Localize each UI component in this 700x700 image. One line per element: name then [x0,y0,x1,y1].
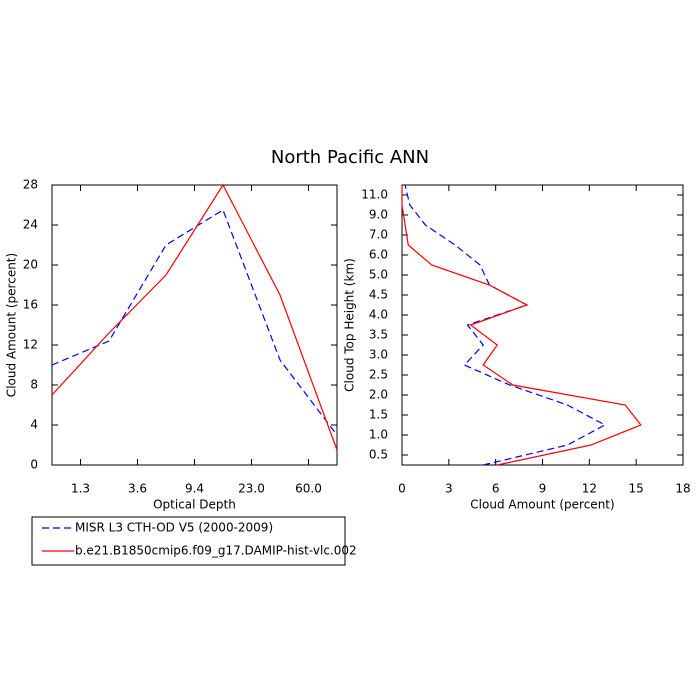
y-tick-label: 6.0 [369,248,388,262]
y-axis-label: Cloud Amount (percent) [5,253,19,397]
x-tick-label: 9.4 [185,482,204,496]
x-tick-label: 3.6 [128,482,147,496]
x-tick-label: 0 [398,482,406,496]
y-tick-label: 9.0 [369,208,388,222]
x-tick-label: 3 [445,482,453,496]
y-tick-label: 3.0 [369,348,388,362]
legend-label: MISR L3 CTH-OD V5 (2000-2009) [75,521,273,535]
plot-frame [401,184,684,466]
y-tick-label: 4.5 [369,288,388,302]
y-tick-label: 12 [23,338,38,352]
legend-box [31,516,346,566]
y-tick-label: 16 [23,298,38,312]
legend-label: b.e21.B1850cmip6.f09_g17.DAMIP-hist-vlc.… [75,544,357,558]
x-tick-label: 23.0 [238,482,265,496]
y-tick-label: 1.0 [369,428,388,442]
y-tick-label: 7.0 [369,228,388,242]
y-tick-label: 1.5 [369,408,388,422]
y-axis-label: Cloud Top Height (km) [343,258,357,392]
x-tick-label: 9 [539,482,547,496]
x-tick-label: 6 [492,482,500,496]
series-line [51,209,338,436]
y-tick-label: 2.5 [369,368,388,382]
x-tick-label: 60.0 [295,482,322,496]
y-tick-label: 4 [30,418,38,432]
y-tick-label: 8 [30,378,38,392]
chart-title: North Pacific ANN [271,147,429,168]
y-tick-label: 0 [30,458,38,472]
series-line [404,184,607,466]
x-axis-label: Optical Depth [153,498,236,512]
y-tick-label: 5.0 [369,268,388,282]
y-tick-label: 24 [23,218,38,232]
x-tick-label: 12 [582,482,597,496]
series-line [51,183,338,451]
series-line [401,185,642,466]
y-tick-label: 28 [23,178,38,192]
y-tick-label: 3.5 [369,328,388,342]
y-tick-label: 4.0 [369,308,388,322]
y-tick-label: 20 [23,258,38,272]
x-tick-label: 1.3 [71,482,90,496]
x-axis-label: Cloud Amount (percent) [470,498,614,512]
y-tick-label: 2.0 [369,388,388,402]
y-tick-label: 11.0 [361,188,388,202]
x-tick-label: 15 [629,482,644,496]
y-tick-label: 0.5 [369,448,388,462]
plot-frame [51,184,338,466]
x-tick-label: 18 [675,482,690,496]
